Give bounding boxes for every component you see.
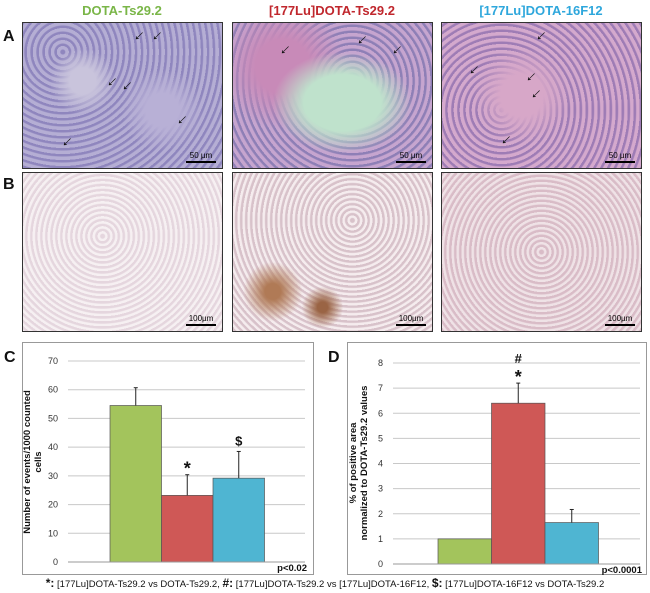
p-value: p<0.02 (277, 563, 307, 574)
y-tick-label: 6 (378, 408, 383, 418)
footer-symbol: $: (431, 576, 443, 590)
y-tick-label: 2 (378, 509, 383, 519)
significance-marker: $ (235, 433, 243, 448)
micrograph-he-dota-ts29: ↓ ↓ ↓ ↓ ↓ ↓ 50 µm (22, 22, 223, 169)
scale-bar: 100µm (396, 314, 426, 326)
column-title-lu-dota-16f12: [177Lu]DOTA-16F12 (479, 3, 603, 18)
significance-marker: # (515, 351, 523, 366)
y-tick-label: 70 (48, 356, 58, 366)
y-tick-label: 0 (53, 557, 58, 567)
micrograph-ihc-dota-ts29: 100µm (22, 172, 223, 332)
micrograph-he-lu-dota-16f12: ↓ ↓ ↓ ↓ ↓ 50 µm (441, 22, 642, 169)
significance-marker: * (184, 459, 191, 479)
y-axis-label: % of positive areanormalized to DOTA-Ts2… (348, 386, 370, 541)
y-tick-label: 0 (378, 559, 383, 569)
significance-marker: * (515, 367, 522, 387)
footer-text: [177Lu]DOTA-Ts29.2 vs DOTA-Ts29.2, (54, 579, 223, 590)
y-tick-label: 60 (48, 385, 58, 395)
y-tick-label: 7 (378, 383, 383, 393)
y-tick-label: 50 (48, 413, 58, 423)
scale-bar: 100µm (605, 314, 635, 326)
y-tick-label: 5 (378, 433, 383, 443)
panel-label-d: D (328, 349, 340, 366)
y-axis-label: Number of events/1000 countedcells (22, 390, 44, 534)
footer-symbol: #: (222, 576, 234, 590)
bar (161, 495, 214, 563)
y-tick-label: 4 (378, 459, 383, 469)
micrograph-he-lu-dota-ts29: ↓ ↓ ↓ 50 µm (232, 22, 433, 169)
scale-bar: 50 µm (186, 151, 216, 163)
y-tick-label: 1 (378, 534, 383, 544)
footer-text: [177Lu]DOTA-16F12 vs DOTA-Ts29.2 (442, 579, 605, 590)
bar (491, 402, 546, 565)
panel-label-c: C (4, 349, 16, 366)
scale-bar: 50 µm (605, 151, 635, 163)
scale-bar: 50 µm (396, 151, 426, 163)
bar (109, 405, 162, 563)
row-label-a: A (3, 28, 15, 45)
footer-text: [177Lu]DOTA-Ts29.2 vs [177Lu]DOTA-16F12, (233, 579, 432, 590)
p-value: p<0.0001 (602, 565, 643, 576)
row-label-b: B (3, 176, 15, 193)
y-tick-label: 8 (378, 358, 383, 368)
chart-c-frame (22, 342, 314, 575)
bar (212, 477, 265, 563)
footer-legend: *: [177Lu]DOTA-Ts29.2 vs DOTA-Ts29.2, #:… (0, 576, 650, 590)
y-tick-label: 30 (48, 471, 58, 481)
y-tick-label: 3 (378, 484, 383, 494)
micrograph-ihc-lu-dota-ts29: 100µm (232, 172, 433, 332)
bar (544, 522, 599, 565)
column-title-dota-ts29: DOTA-Ts29.2 (82, 3, 162, 18)
y-tick-label: 10 (48, 528, 58, 538)
y-tick-label: 20 (48, 500, 58, 510)
footer-symbol: *: (45, 576, 55, 590)
scale-bar: 100µm (186, 314, 216, 326)
column-title-lu-dota-ts29: [177Lu]DOTA-Ts29.2 (269, 3, 395, 18)
micrograph-ihc-lu-dota-16f12: 100µm (441, 172, 642, 332)
bar (437, 538, 492, 565)
chart-d-frame (347, 342, 647, 575)
y-tick-label: 40 (48, 442, 58, 452)
